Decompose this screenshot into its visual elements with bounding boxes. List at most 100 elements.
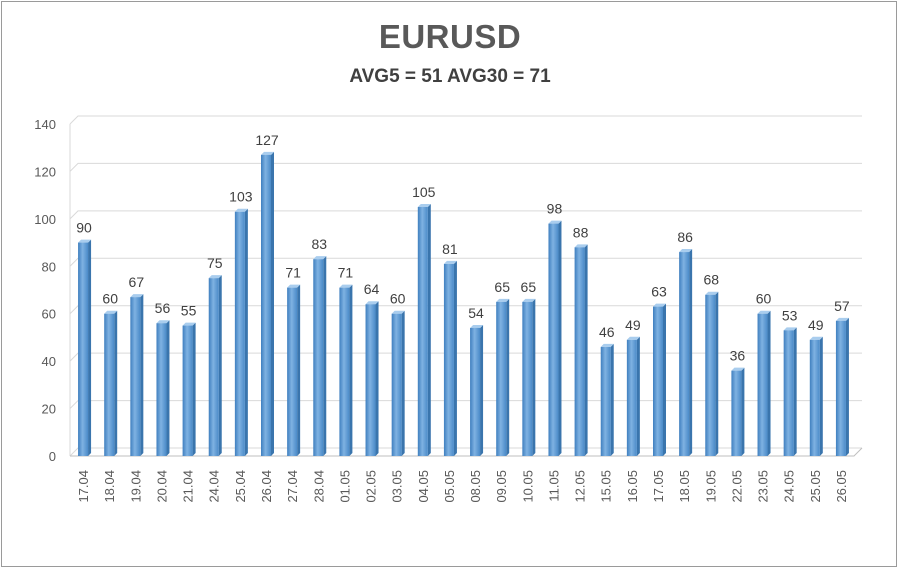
data-label: 36 <box>730 348 746 364</box>
gridline <box>69 257 862 267</box>
bar <box>417 204 431 456</box>
data-label: 68 <box>703 272 719 288</box>
bar <box>600 343 614 456</box>
gridline <box>69 305 862 315</box>
data-label: 60 <box>390 291 406 307</box>
bar <box>234 208 248 456</box>
x-tick-label: 17.05 <box>651 470 666 503</box>
data-label: 60 <box>756 291 772 307</box>
bar <box>104 310 118 456</box>
bar <box>130 294 144 456</box>
data-label: 57 <box>834 298 850 314</box>
y-tick-label: 80 <box>42 259 56 274</box>
bar <box>261 151 274 457</box>
bar <box>809 336 823 456</box>
chart-title: EURUSD <box>378 18 522 55</box>
data-label: 86 <box>677 229 693 245</box>
data-label: 71 <box>338 265 354 281</box>
data-label: 105 <box>412 184 436 200</box>
x-tick-label: 08.05 <box>468 470 483 503</box>
x-tick-label: 12.05 <box>573 470 588 503</box>
data-label: 49 <box>808 317 824 333</box>
chart-subtitle: AVG5 = 51 AVG30 = 71 <box>349 66 551 87</box>
data-label: 53 <box>782 307 798 323</box>
x-tick-label: 23.05 <box>756 470 771 503</box>
x-tick-label: 16.05 <box>625 470 640 503</box>
y-tick-label: 100 <box>34 212 56 227</box>
x-tick-label: 02.05 <box>364 470 379 503</box>
data-label: 54 <box>468 305 484 321</box>
data-label: 98 <box>547 201 563 217</box>
data-label: 88 <box>573 224 589 240</box>
x-tick-label: 11.05 <box>546 470 561 502</box>
gridline <box>69 162 862 172</box>
gridline <box>69 352 862 362</box>
bar <box>835 317 849 456</box>
x-tick-label: 26.04 <box>259 470 274 503</box>
x-tick-label: 19.05 <box>703 470 718 503</box>
x-tick-label: 01.05 <box>337 470 352 503</box>
data-label: 127 <box>255 132 279 148</box>
data-label: 103 <box>229 189 253 205</box>
x-tick-label: 27.04 <box>285 470 300 503</box>
data-label: 56 <box>155 300 171 316</box>
data-label: 75 <box>207 255 223 271</box>
gridlines <box>69 115 863 457</box>
bar <box>653 303 666 456</box>
data-label: 90 <box>76 220 92 236</box>
bar <box>78 239 92 456</box>
bar <box>339 284 353 456</box>
bar <box>287 284 301 456</box>
x-tick-label: 24.04 <box>207 470 222 503</box>
bar <box>757 310 771 456</box>
data-label: 83 <box>311 236 327 252</box>
bar <box>548 220 562 456</box>
y-tick-label: 40 <box>42 354 56 369</box>
bar <box>705 291 719 456</box>
data-labels: 90 60 67 56 55 75 103 127 71 83 71 64 60 105 81 54 65 65 9… <box>76 132 850 364</box>
data-label: 65 <box>494 279 510 295</box>
bar <box>679 249 693 456</box>
x-axis: 17.04 18.04 19.04 20.04 21.04 24.04 25.04 26.04… <box>76 470 849 503</box>
data-label: 71 <box>285 265 301 281</box>
bar <box>626 336 640 456</box>
x-tick-label: 19.04 <box>128 470 143 503</box>
bar <box>182 322 196 456</box>
x-tick-label: 17.04 <box>76 470 91 503</box>
bar <box>574 244 588 456</box>
x-tick-label: 04.05 <box>416 470 431 503</box>
gridline <box>69 447 862 457</box>
y-tick-label: 20 <box>42 402 56 417</box>
gridline <box>69 210 862 220</box>
y-tick-label: 140 <box>34 117 56 132</box>
x-tick-label: 05.05 <box>442 470 457 503</box>
bar <box>156 320 170 456</box>
data-label: 65 <box>521 279 537 295</box>
x-tick-label: 10.05 <box>520 470 535 503</box>
data-label: 55 <box>181 303 197 319</box>
x-tick-label: 22.05 <box>729 470 744 503</box>
y-tick-label: 120 <box>34 164 56 179</box>
data-label: 49 <box>625 317 641 333</box>
x-tick-label: 28.04 <box>311 470 326 503</box>
data-label: 64 <box>364 281 380 297</box>
data-label: 67 <box>129 274 145 290</box>
bar <box>470 324 484 456</box>
x-tick-label: 18.04 <box>102 470 117 503</box>
bar <box>522 298 536 456</box>
y-tick-label: 60 <box>42 307 56 322</box>
bar <box>208 275 222 456</box>
data-label: 81 <box>442 241 458 257</box>
y-tick-label: 0 <box>49 449 56 464</box>
x-tick-label: 15.05 <box>599 470 614 503</box>
x-tick-label: 09.05 <box>494 470 509 503</box>
axis-floor <box>70 447 863 457</box>
x-tick-label: 25.04 <box>233 470 248 503</box>
bar <box>783 327 797 456</box>
bar <box>391 310 405 456</box>
data-label: 60 <box>102 291 118 307</box>
bar <box>496 298 510 456</box>
bar <box>443 260 457 456</box>
data-label: 46 <box>599 324 615 340</box>
